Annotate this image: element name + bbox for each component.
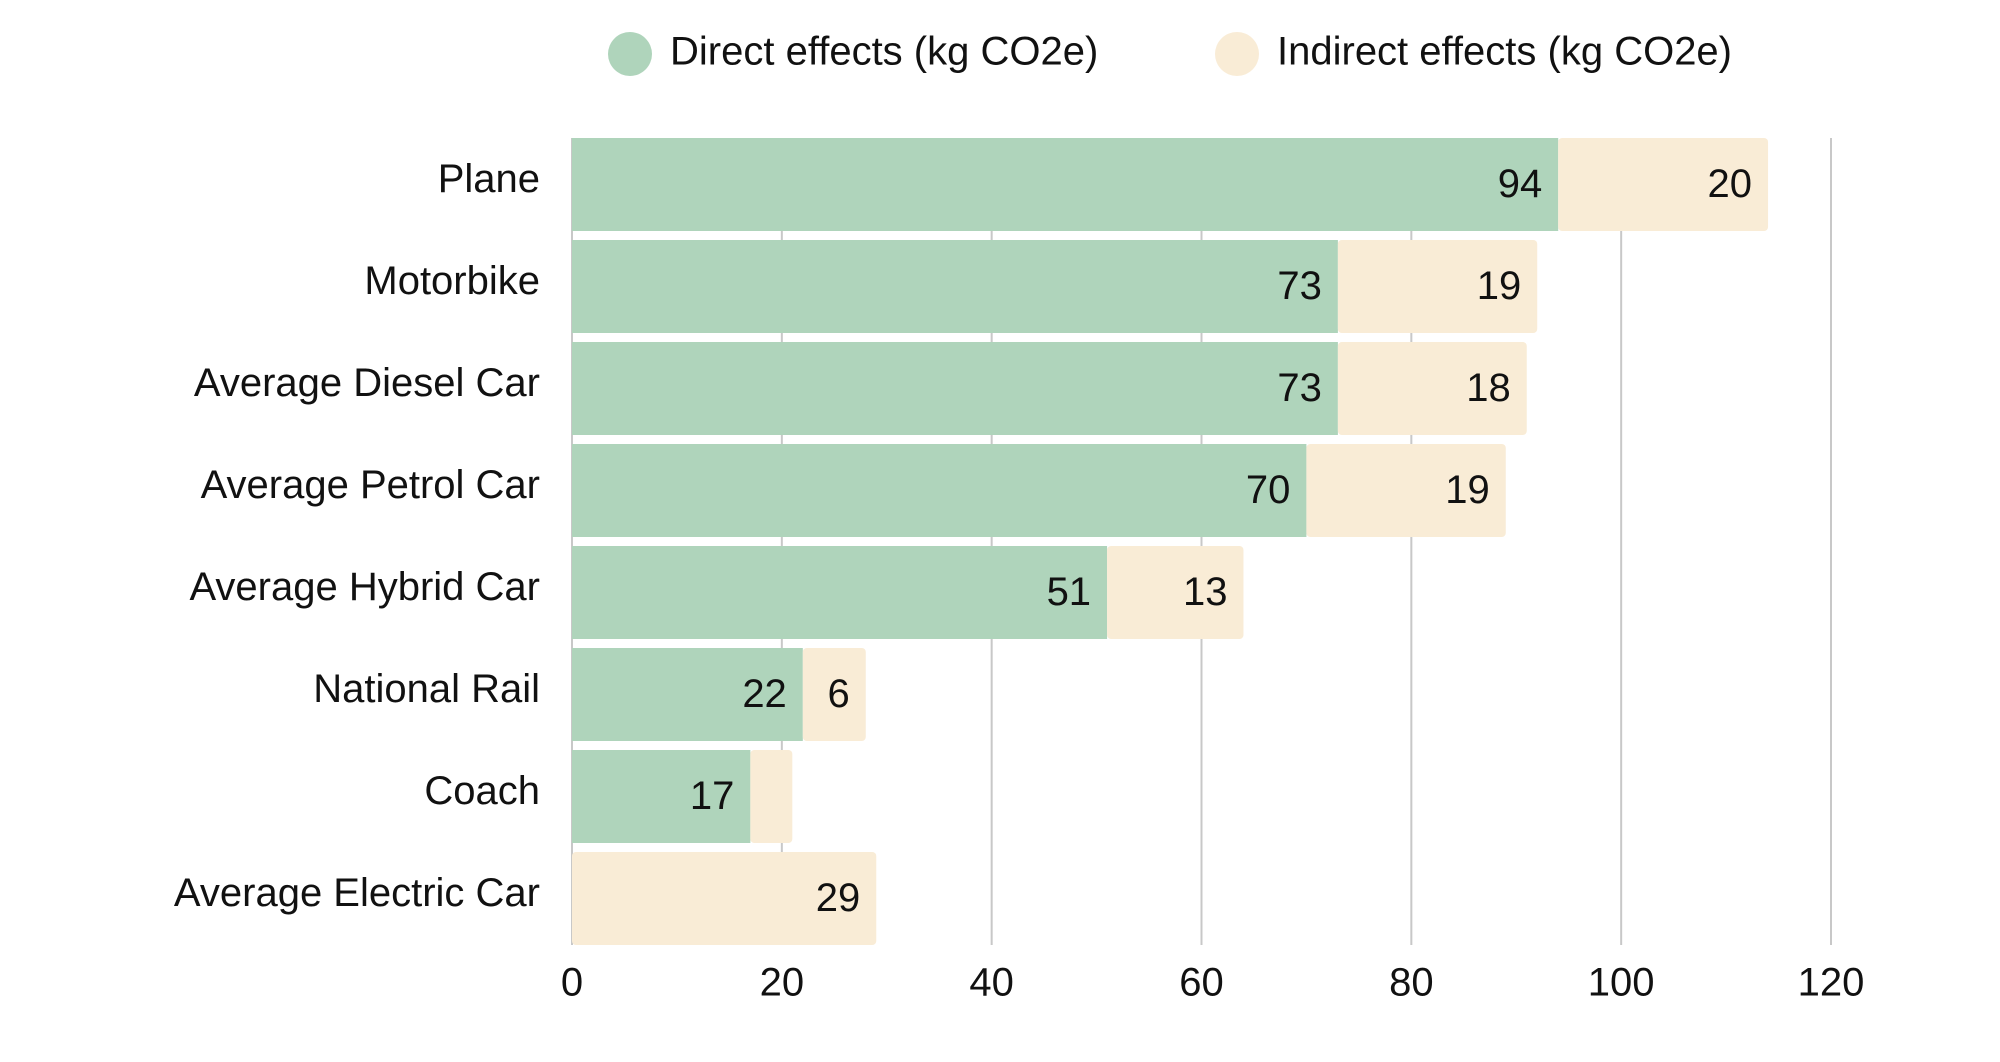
- category-label: Coach: [424, 769, 540, 813]
- bar-direct: [572, 138, 1559, 231]
- bar-direct: [572, 546, 1108, 639]
- bar-indirect: [802, 648, 866, 741]
- bar-indirect: [1306, 444, 1506, 537]
- data-label-indirect: 19: [1477, 264, 1522, 308]
- x-tick-label: 20: [760, 961, 805, 1005]
- data-label-indirect: 13: [1183, 570, 1228, 614]
- bar-direct: [572, 648, 803, 741]
- bar-direct: [572, 342, 1338, 435]
- category-label: National Rail: [313, 667, 540, 711]
- data-label-direct: 73: [1277, 366, 1322, 410]
- legend-swatch: [1215, 32, 1259, 76]
- bar-indirect: [1337, 342, 1527, 435]
- data-label-direct: 70: [1246, 468, 1291, 512]
- bar-indirect: [750, 750, 793, 843]
- bar-direct: [572, 444, 1307, 537]
- legend-label: Indirect effects (kg CO2e): [1277, 30, 1732, 74]
- category-labels: Plane Motorbike Average Diesel Car Average …: [174, 157, 540, 915]
- data-label-indirect: 19: [1445, 468, 1490, 512]
- bar-indirect: [572, 852, 877, 945]
- data-label-indirect: 6: [828, 672, 850, 716]
- bar-indirect: [1107, 546, 1244, 639]
- bars: 94 20 73 19 73 18 70 19 51 13 22 6 17 29: [572, 138, 1769, 945]
- data-label-direct: 94: [1498, 162, 1543, 206]
- x-tick-label: 40: [969, 961, 1014, 1005]
- legend: Direct effects (kg CO2e) Indirect effects…: [608, 30, 1732, 76]
- bar-indirect: [1558, 138, 1769, 231]
- legend-swatch: [608, 32, 652, 76]
- bar-indirect: [1337, 240, 1538, 333]
- x-tick-label: 80: [1389, 961, 1434, 1005]
- data-label-indirect: 20: [1708, 162, 1753, 206]
- data-label-direct: 22: [742, 672, 787, 716]
- category-label: Average Diesel Car: [194, 361, 540, 405]
- data-label-direct: 51: [1047, 570, 1092, 614]
- category-label: Average Hybrid Car: [189, 565, 540, 609]
- category-label: Average Petrol Car: [201, 463, 540, 507]
- data-label-direct: 73: [1277, 264, 1322, 308]
- bar-direct: [572, 240, 1338, 333]
- x-tick-label: 100: [1588, 961, 1655, 1005]
- category-label: Motorbike: [364, 259, 540, 303]
- legend-label: Direct effects (kg CO2e): [670, 30, 1098, 74]
- x-axis-ticks: 0 20 40 60 80 100 120: [561, 961, 1865, 1005]
- data-label-direct: 17: [690, 774, 735, 818]
- data-label-indirect: 29: [816, 876, 861, 920]
- data-label-indirect: 18: [1466, 366, 1511, 410]
- category-label: Plane: [438, 157, 540, 201]
- bar-direct: [572, 750, 751, 843]
- x-tick-label: 120: [1798, 961, 1865, 1005]
- x-tick-label: 60: [1179, 961, 1224, 1005]
- category-label: Average Electric Car: [174, 871, 540, 915]
- x-tick-label: 0: [561, 961, 583, 1005]
